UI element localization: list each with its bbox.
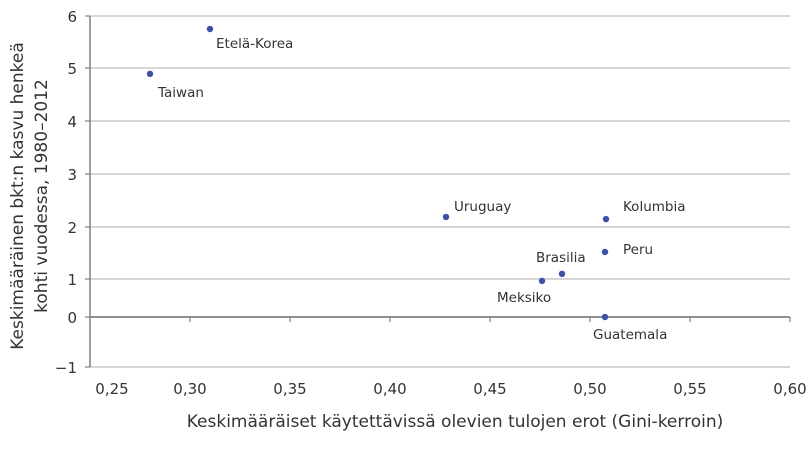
x-tick-label: 0,60 xyxy=(773,380,806,398)
y-axis-title-line-1: Keskimääräinen bkt:n kasvu henkeä xyxy=(8,42,28,350)
point-label: Meksiko xyxy=(497,290,551,306)
x-tick-label: 0,45 xyxy=(473,380,506,398)
y-tick-label: 6 xyxy=(67,8,77,26)
point-label: Kolumbia xyxy=(623,199,686,215)
point-marker xyxy=(206,25,214,33)
x-axis-ticks: 0,25 0,30 0,35 0,40 0,45 0,50 0,55 0,60 xyxy=(95,317,807,398)
data-point-uruguay: Uruguay xyxy=(442,199,511,221)
data-point-taiwan: Taiwan xyxy=(146,70,204,101)
point-marker xyxy=(538,277,546,285)
y-tick-label: 5 xyxy=(67,60,77,78)
point-label: Taiwan xyxy=(157,85,204,101)
y-tick-label: 3 xyxy=(67,166,77,184)
point-marker xyxy=(146,70,154,78)
data-point-peru: Peru xyxy=(601,242,653,258)
x-tick-label: 0,40 xyxy=(373,380,406,398)
data-point-etel-korea: Etelä-Korea xyxy=(206,25,293,52)
point-marker xyxy=(602,215,610,223)
y-tick-label: −1 xyxy=(55,359,77,377)
point-marker xyxy=(558,270,566,277)
x-tick-label: 0,50 xyxy=(573,380,606,398)
point-label: Uruguay xyxy=(454,199,511,215)
point-label: Etelä-Korea xyxy=(216,36,293,52)
data-point-brasilia: Brasilia xyxy=(536,250,586,277)
x-tick-label: 0,25 xyxy=(95,380,128,398)
y-tick-label: 2 xyxy=(67,219,77,237)
y-axis-title: Keskimääräinen bkt:n kasvu henkeä kohti … xyxy=(8,42,52,350)
data-points: Etelä-Korea Taiwan Uruguay Kolumbia Peru Bras… xyxy=(146,25,686,343)
y-tick-label: 1 xyxy=(67,271,77,289)
point-label: Brasilia xyxy=(536,250,586,266)
x-axis-title: Keskimääräiset käytettävissä olevien tul… xyxy=(187,412,723,432)
x-tick-label: 0,35 xyxy=(273,380,306,398)
point-marker xyxy=(601,248,609,256)
axes xyxy=(89,16,790,367)
data-point-meksiko: Meksiko xyxy=(497,277,551,306)
gridlines xyxy=(90,15,790,368)
point-marker xyxy=(442,213,450,221)
point-label: Peru xyxy=(623,242,653,258)
data-point-kolumbia: Kolumbia xyxy=(602,199,686,223)
x-tick-label: 0,55 xyxy=(673,380,706,398)
data-point-guatemala: Guatemala xyxy=(593,313,667,343)
x-tick-label: 0,30 xyxy=(173,380,206,398)
y-axis-ticks: 6 5 4 3 2 1 0 −1 xyxy=(55,8,90,377)
y-tick-label: 4 xyxy=(67,113,77,131)
y-axis-title-line-2: kohti vuodessa, 1980–2012 xyxy=(32,79,52,313)
point-marker xyxy=(601,313,609,321)
point-label: Guatemala xyxy=(593,327,667,343)
y-tick-label: 0 xyxy=(67,309,77,327)
